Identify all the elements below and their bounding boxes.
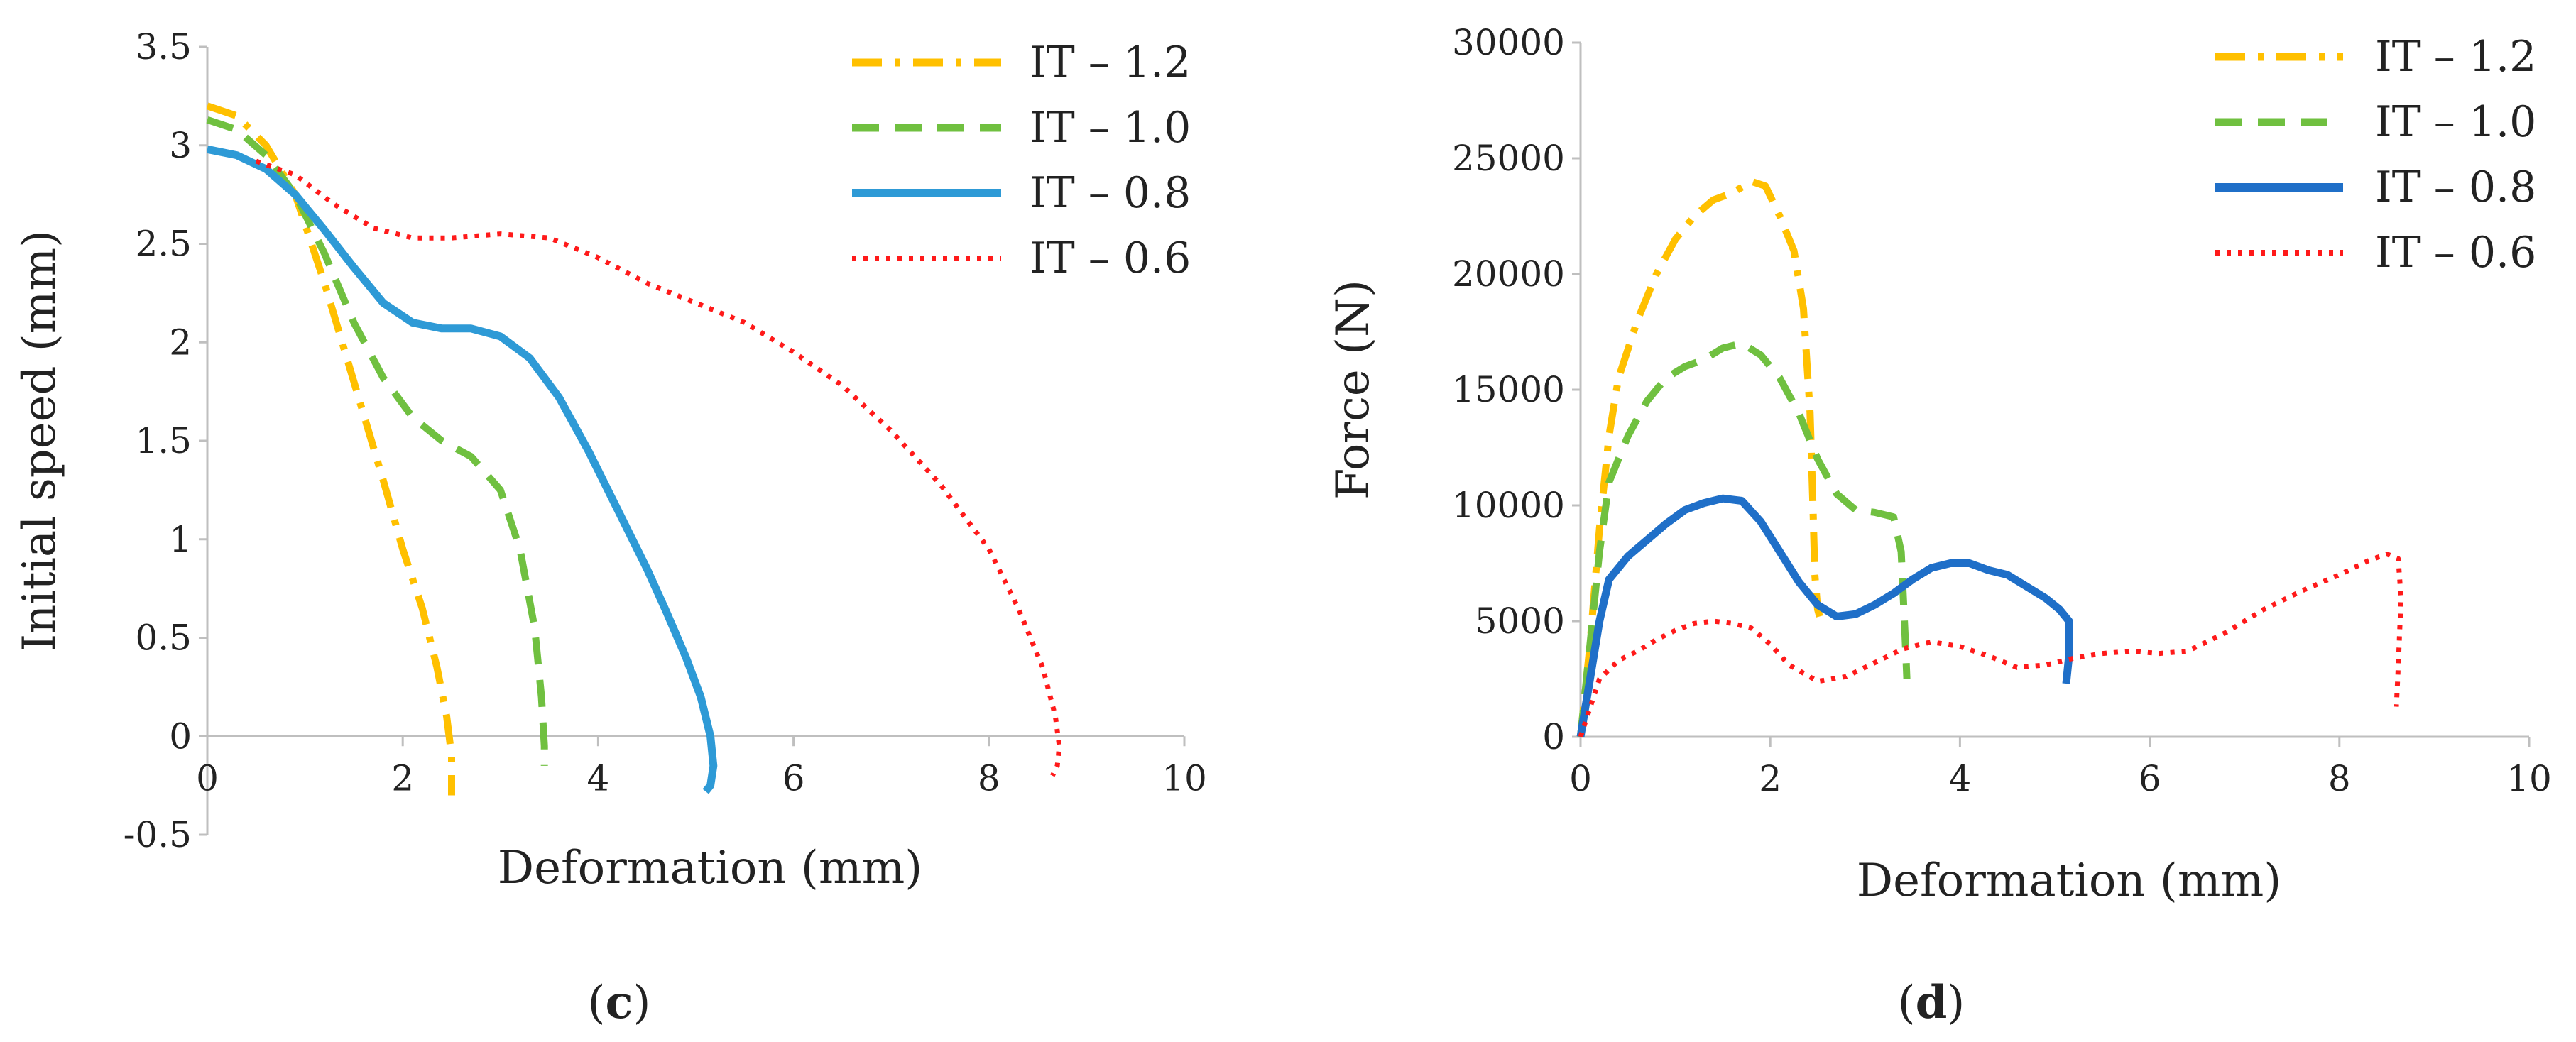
panel-c-y-axis-title: Initial speed (mm) [13, 230, 66, 652]
y-tick-label: 0 [169, 715, 192, 757]
panel-c-caption: (c) [588, 976, 651, 1029]
y-tick-label: 2.5 [135, 224, 192, 265]
series-line-it-0.8-force [1576, 494, 2073, 737]
panel-c-axes [199, 45, 1186, 836]
y-tick-label: 0.5 [135, 618, 192, 659]
y-tick-label: 30000 [1452, 22, 1565, 63]
y-tick-label: 25000 [1452, 138, 1565, 179]
y-tick-label: 10000 [1452, 485, 1565, 526]
panel-d-force-chart: 0 2 4 6 8 10 0 5000 10000 15000 20000 25000 30000 De… [1327, 22, 2552, 1029]
caption-letter: c [606, 976, 633, 1029]
y-tick-label: 15000 [1452, 369, 1565, 410]
panel-d-caption: (d) [1898, 976, 1965, 1029]
series-line-it-0.8 [206, 145, 718, 794]
x-tick-label: 0 [196, 757, 219, 799]
panel-d-legend: IT – 1.2 IT – 1.0 IT – 0.8 IT – 0.6 [2215, 32, 2536, 278]
y-tick-label: 20000 [1452, 253, 1565, 295]
panel-d-tick-labels: 0 2 4 6 8 10 0 5000 10000 15000 20000 25000 30000 [1452, 22, 2552, 799]
series-line-it-1.2 [206, 102, 455, 796]
x-tick-label: 0 [1569, 758, 1592, 799]
legend-label-it-1.0: IT – 1.0 [2375, 97, 2536, 147]
panel-d-x-axis-title: Deformation (mm) [1857, 855, 2281, 907]
y-tick-label: 0 [1542, 716, 1565, 757]
x-tick-label: 6 [2139, 758, 2161, 799]
caption-close-paren: ) [633, 977, 650, 1029]
legend-label-it-0.6: IT – 0.6 [2375, 228, 2536, 278]
x-tick-label: 2 [1759, 758, 1781, 799]
caption-close-paren: ) [1947, 977, 1965, 1029]
x-tick-label: 2 [391, 757, 414, 799]
caption-open-paren: ( [1898, 977, 1916, 1029]
panel-d-axes [1572, 41, 2531, 747]
panel-c-speed-chart: 0 2 4 6 8 10-0.500.511.522.533.5 Deformation … [13, 26, 1207, 1029]
series-line-it-0.6 [1578, 552, 2404, 738]
legend-label-it-0.8-force: IT – 0.8 [2375, 163, 2536, 212]
panel-c-legend: IT – 1.2 IT – 1.0 IT – 0.8 IT – 0.6 [852, 38, 1191, 283]
legend-label-it-1.0: IT – 1.0 [1030, 103, 1191, 153]
panel-c-tick-labels: 0 2 4 6 8 10-0.500.511.522.533.5 [124, 26, 1207, 855]
y-tick-label: 5000 [1475, 600, 1565, 642]
series-line-it-1.2 [1577, 177, 1823, 737]
x-tick-label: 8 [2328, 758, 2351, 799]
x-tick-label: 10 [2506, 758, 2552, 799]
x-tick-label: 8 [978, 757, 1000, 799]
legend-label-it-0.6: IT – 0.6 [1030, 234, 1191, 283]
legend-label-it-1.2: IT – 1.2 [2375, 32, 2536, 82]
x-tick-label: 10 [1162, 757, 1207, 799]
series-line-it-1.0 [1577, 339, 1911, 737]
y-tick-label: 1.5 [135, 420, 192, 461]
series-line-it-0.6 [255, 158, 1062, 777]
series-line-it-1.0 [206, 116, 548, 766]
panel-d-series [1576, 177, 2404, 738]
x-tick-label: 6 [782, 757, 805, 799]
panel-c-series [206, 102, 1062, 796]
y-tick-label: 3 [169, 125, 192, 166]
legend-label-it-0.8: IT – 0.8 [1030, 168, 1191, 218]
x-tick-label: 4 [1948, 758, 1971, 799]
y-tick-label: 2 [169, 322, 192, 363]
y-tick-label: 1 [169, 519, 192, 560]
y-tick-label: 3.5 [135, 26, 192, 67]
legend-label-it-1.2: IT – 1.2 [1030, 38, 1191, 87]
panel-d-y-axis-title: Force (N) [1327, 280, 1380, 500]
x-tick-label: 4 [586, 757, 609, 799]
y-tick-label: -0.5 [124, 814, 192, 855]
caption-open-paren: ( [588, 977, 606, 1029]
panel-c-x-axis-title: Deformation (mm) [498, 842, 922, 894]
caption-letter: d [1916, 976, 1948, 1029]
